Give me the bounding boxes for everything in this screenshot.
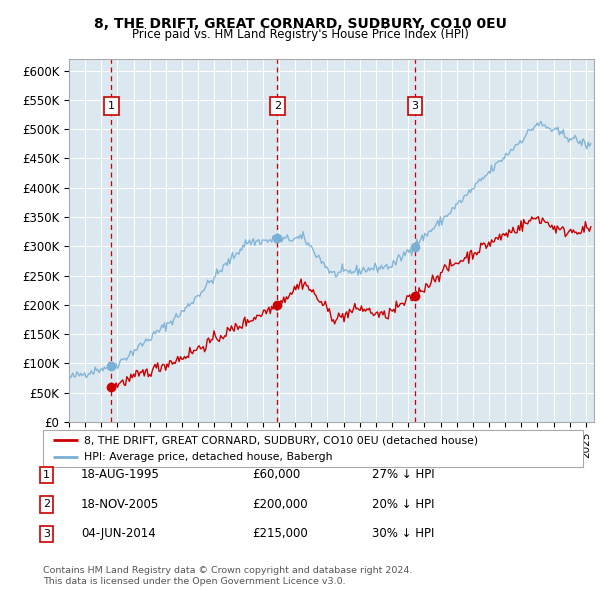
Text: 27% ↓ HPI: 27% ↓ HPI — [372, 468, 434, 481]
Text: 18-NOV-2005: 18-NOV-2005 — [81, 498, 159, 511]
Text: 2: 2 — [274, 101, 281, 111]
Text: Price paid vs. HM Land Registry's House Price Index (HPI): Price paid vs. HM Land Registry's House … — [131, 28, 469, 41]
Text: 18-AUG-1995: 18-AUG-1995 — [81, 468, 160, 481]
Text: 2: 2 — [43, 500, 50, 509]
Text: 8, THE DRIFT, GREAT CORNARD, SUDBURY, CO10 0EU: 8, THE DRIFT, GREAT CORNARD, SUDBURY, CO… — [94, 17, 506, 31]
Text: HPI: Average price, detached house, Babergh: HPI: Average price, detached house, Babe… — [83, 453, 332, 462]
Text: £215,000: £215,000 — [252, 527, 308, 540]
Text: 8, THE DRIFT, GREAT CORNARD, SUDBURY, CO10 0EU (detached house): 8, THE DRIFT, GREAT CORNARD, SUDBURY, CO… — [83, 435, 478, 445]
Text: 04-JUN-2014: 04-JUN-2014 — [81, 527, 156, 540]
Text: 3: 3 — [43, 529, 50, 539]
Text: This data is licensed under the Open Government Licence v3.0.: This data is licensed under the Open Gov… — [43, 577, 346, 586]
Text: 1: 1 — [43, 470, 50, 480]
Text: £60,000: £60,000 — [252, 468, 300, 481]
Text: 30% ↓ HPI: 30% ↓ HPI — [372, 527, 434, 540]
Text: 1: 1 — [108, 101, 115, 111]
Text: 3: 3 — [412, 101, 419, 111]
Text: Contains HM Land Registry data © Crown copyright and database right 2024.: Contains HM Land Registry data © Crown c… — [43, 566, 413, 575]
Text: £200,000: £200,000 — [252, 498, 308, 511]
Text: 20% ↓ HPI: 20% ↓ HPI — [372, 498, 434, 511]
